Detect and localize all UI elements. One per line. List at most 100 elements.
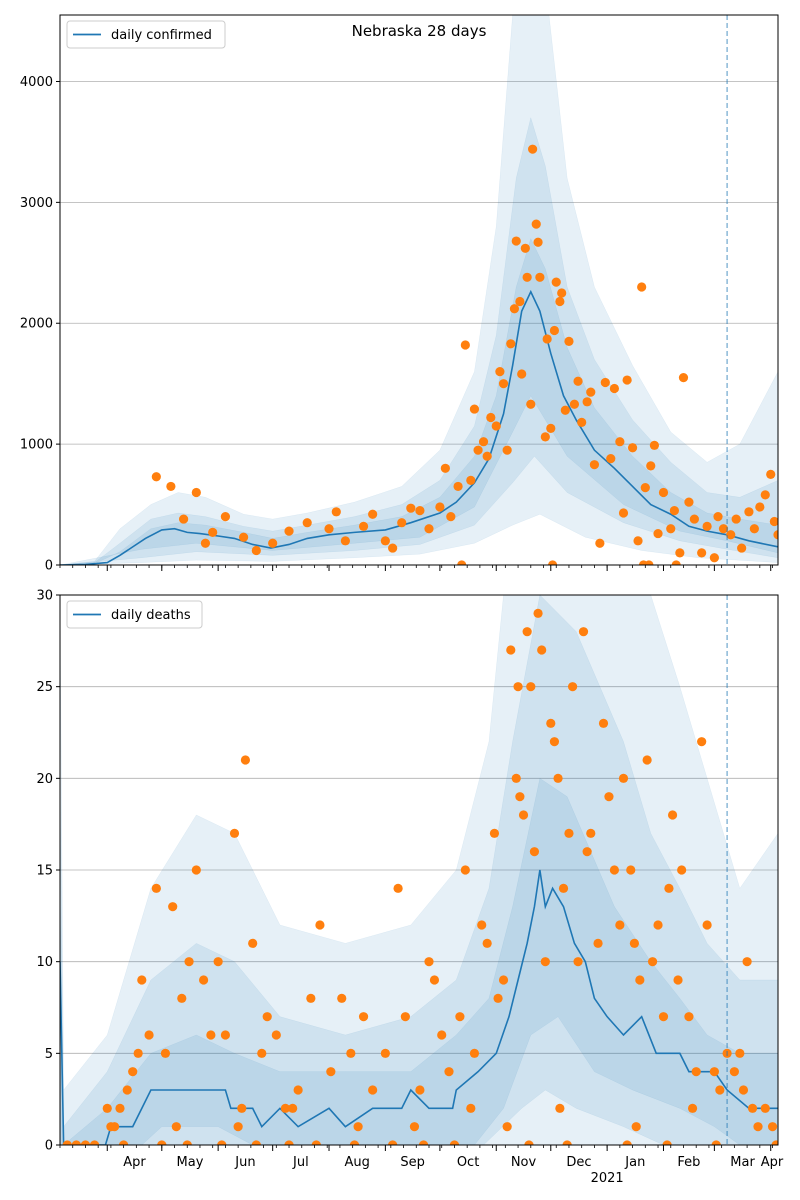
observed-point: [522, 627, 532, 637]
observed-point: [498, 975, 509, 985]
observed-point: [546, 423, 556, 434]
x-month-label: Jun: [234, 1155, 255, 1170]
x-month-label: Apr: [761, 1155, 784, 1170]
observed-point: [702, 521, 712, 531]
observed-point: [709, 1067, 719, 1077]
observed-point: [569, 399, 580, 409]
observed-point: [119, 1140, 129, 1145]
observed-point: [760, 490, 770, 500]
observed-point: [122, 1085, 132, 1095]
y-tick-label: 2000: [20, 317, 53, 332]
observed-point: [562, 1140, 572, 1145]
observed-point: [769, 516, 778, 527]
legend: daily deaths: [66, 600, 203, 629]
observed-point: [213, 957, 223, 967]
observed-point: [518, 810, 529, 820]
observed-point: [493, 993, 503, 1003]
uncertainty-band: [60, 595, 778, 1145]
observed-point: [466, 1103, 476, 1113]
observed-point: [618, 773, 629, 783]
observed-point: [546, 718, 556, 728]
x-month-label: May: [177, 1155, 204, 1170]
observed-point: [633, 536, 643, 546]
observed-point: [455, 1012, 465, 1022]
observed-point: [397, 518, 407, 528]
observed-point: [191, 487, 201, 498]
observed-point: [502, 1122, 512, 1132]
observed-point: [251, 545, 261, 556]
observed-point: [577, 417, 587, 427]
observed-point: [238, 532, 249, 542]
x-month-label: Nov: [511, 1155, 537, 1170]
observed-point: [649, 440, 659, 450]
uncertainty-band: [60, 595, 778, 1145]
observed-point: [644, 560, 654, 565]
mean-series-line: [60, 869, 778, 1145]
observed-point: [549, 325, 560, 336]
observed-point: [604, 792, 614, 802]
observed-point: [642, 755, 652, 765]
observed-point: [678, 373, 689, 383]
y-tick-label: 3000: [20, 196, 53, 211]
observed-point: [168, 902, 178, 912]
observed-point: [460, 865, 470, 875]
observed-point: [311, 1140, 321, 1145]
observed-point: [358, 521, 369, 531]
uncertainty-band: [60, 15, 778, 565]
observed-point: [466, 475, 476, 485]
observed-point: [715, 1085, 725, 1095]
observed-point: [444, 1067, 454, 1077]
observed-point: [589, 460, 600, 470]
x-month-label: Aug: [345, 1155, 370, 1170]
observed-point: [622, 1140, 632, 1145]
observed-point: [557, 288, 567, 298]
observed-point: [498, 379, 509, 389]
observed-point: [528, 144, 538, 154]
observed-point: [677, 865, 687, 875]
observed-point: [729, 1067, 739, 1077]
observed-point: [595, 538, 605, 548]
observed-point: [709, 553, 719, 563]
deaths-panel: 0 5 10 15 20 25 30 Apr May Jun Jul Aug Sep Oct Nov Dec J…: [36, 589, 783, 1187]
observed-point: [573, 376, 583, 386]
observed-point: [615, 920, 625, 930]
observed-point: [653, 920, 663, 930]
observed-point: [609, 383, 620, 394]
observed-point: [560, 405, 570, 415]
legend-label: daily deaths: [111, 608, 191, 623]
observed-point: [726, 530, 736, 540]
x-month-label: Apr: [123, 1155, 146, 1170]
observed-point: [482, 451, 492, 461]
observed-point: [368, 1085, 378, 1095]
observed-point: [506, 339, 516, 349]
observed-point: [171, 1122, 181, 1132]
observed-point: [429, 975, 440, 985]
chart-title: Nebraska 28 days: [352, 22, 487, 40]
observed-point: [151, 883, 161, 893]
observed-point: [564, 336, 574, 346]
x-month-label: Jul: [292, 1155, 309, 1170]
observed-point: [517, 369, 527, 379]
observed-point: [437, 1030, 447, 1040]
observed-point: [368, 509, 378, 519]
observed-point: [553, 773, 563, 783]
observed-point: [71, 1140, 81, 1145]
observed-point: [220, 512, 231, 522]
x-month-label: Jan: [624, 1155, 645, 1170]
observed-point: [415, 1085, 425, 1095]
observed-point: [220, 1030, 231, 1040]
observed-point: [747, 1103, 758, 1113]
observed-point: [380, 536, 390, 546]
observed-point: [687, 1103, 698, 1113]
observed-point: [600, 377, 610, 388]
observed-point: [735, 1048, 745, 1058]
observed-point: [340, 536, 350, 546]
observed-point: [424, 524, 434, 534]
observed-point: [324, 524, 334, 534]
observed-point: [647, 957, 658, 967]
observed-point: [593, 938, 603, 948]
x-month-label: Oct: [457, 1155, 479, 1170]
observed-point: [502, 445, 512, 455]
observed-point: [469, 404, 480, 414]
